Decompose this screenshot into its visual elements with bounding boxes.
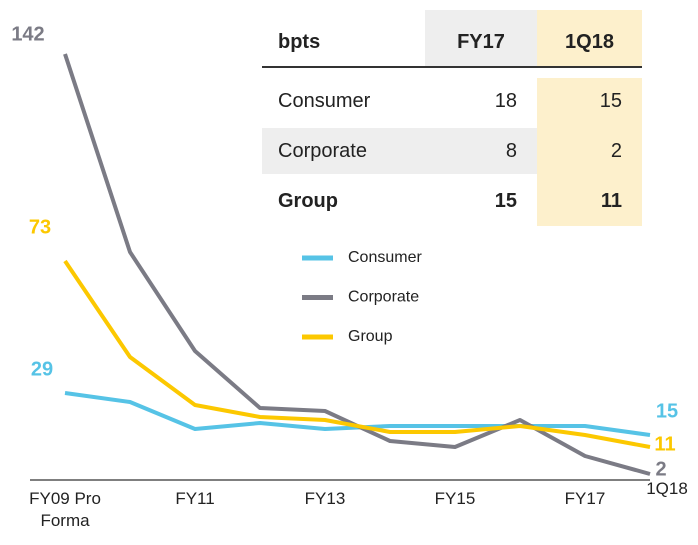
- x-tick-label: FY15: [434, 489, 476, 508]
- x-tick-label: FY11: [175, 489, 215, 508]
- line: [63, 259, 651, 449]
- col-bg: [537, 78, 642, 226]
- x-tick-label: FY13: [304, 489, 346, 508]
- table-cell: 15: [599, 89, 622, 112]
- table-header: bpts: [278, 31, 321, 53]
- table-cell: 11: [600, 189, 622, 212]
- table-cell: 15: [494, 189, 517, 212]
- col-bg: [537, 10, 642, 66]
- data-label: 142: [11, 23, 44, 45]
- data-label: 73: [29, 216, 51, 238]
- row-bg: [262, 128, 537, 174]
- line: [64, 391, 651, 437]
- data-label: 2: [655, 458, 666, 480]
- table-cell: 18: [494, 89, 517, 112]
- data-label: 29: [31, 358, 53, 380]
- table-header: FY17: [457, 31, 505, 53]
- x-tick-label: 1Q18: [646, 479, 688, 498]
- table-cell: Corporate: [278, 139, 367, 162]
- data-label: 11: [654, 433, 675, 455]
- x-tick-label: FY09 Pro Forma: [29, 489, 101, 530]
- x-tick-label: FY17: [564, 489, 606, 508]
- legend-label: Consumer: [348, 249, 422, 266]
- legend-label: Corporate: [348, 289, 419, 306]
- table-cell: 2: [610, 139, 622, 162]
- table-cell: Consumer: [278, 89, 371, 112]
- col-bg: [425, 10, 537, 66]
- table-cell: Group: [278, 189, 338, 212]
- table-header: 1Q18: [565, 31, 614, 53]
- table-cell: 8: [505, 139, 517, 162]
- data-label: 15: [656, 400, 678, 422]
- legend-label: Group: [348, 328, 393, 345]
